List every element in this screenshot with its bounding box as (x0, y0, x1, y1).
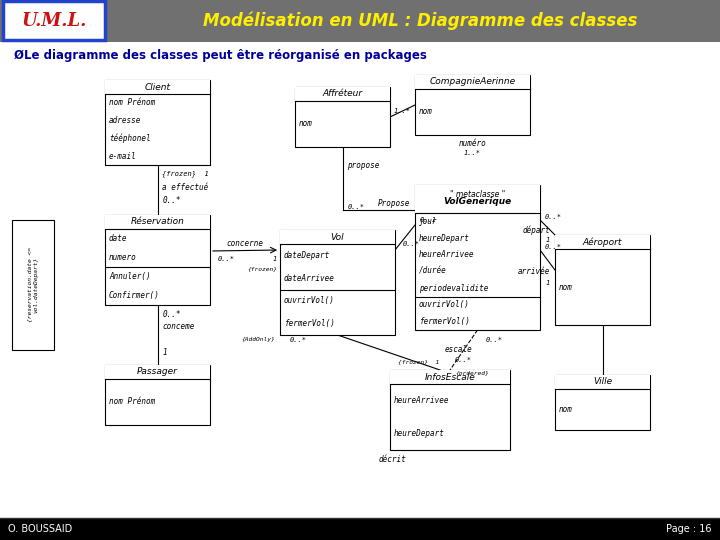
Text: adresse: adresse (109, 116, 141, 125)
Text: " metaclasse ": " metaclasse " (450, 190, 505, 199)
Text: 1..*: 1..* (394, 108, 411, 114)
Text: Annuler(): Annuler() (109, 272, 150, 281)
Text: heureArrivee: heureArrivee (394, 396, 449, 405)
Text: arrivée: arrivée (518, 267, 550, 276)
Text: CompagnieAerinne: CompagnieAerinne (429, 78, 516, 86)
Text: {frozen}  1: {frozen} 1 (398, 360, 439, 365)
Bar (555, 375, 650, 430)
Text: Affréteur: Affréteur (323, 90, 363, 98)
Bar (105, 215, 210, 305)
Text: {frozen}: {frozen} (247, 267, 277, 272)
Text: jour: jour (419, 217, 438, 226)
Text: Passager: Passager (137, 368, 178, 376)
Bar (295, 87, 390, 147)
Text: /durée: /durée (419, 267, 446, 276)
FancyBboxPatch shape (3, 1, 105, 40)
Text: Propose: Propose (377, 199, 410, 207)
Text: Réservation: Réservation (130, 218, 184, 226)
Text: e-mail: e-mail (109, 152, 137, 160)
Text: heureDepart: heureDepart (419, 234, 470, 242)
Text: ØLe diagramme des classes peut être réorganisé en packages: ØLe diagramme des classes peut être réor… (14, 49, 427, 62)
Text: ouvrirVol(): ouvrirVol() (419, 300, 470, 309)
Bar (105, 80, 210, 165)
Bar (0, 0, 720, 42)
Text: VolGenerique: VolGenerique (444, 197, 512, 206)
Bar (415, 75, 530, 135)
Text: U.M.L.: U.M.L. (22, 12, 86, 30)
Text: Vol: Vol (330, 233, 344, 241)
Bar (555, 375, 650, 389)
Text: nom: nom (299, 119, 313, 129)
Text: 0..*: 0..* (545, 214, 562, 220)
Text: escale: escale (445, 346, 472, 354)
Text: nom: nom (419, 107, 433, 117)
Bar (415, 75, 530, 89)
Bar (12, 220, 54, 350)
Text: Modélisation en UML : Diagramme des classes: Modélisation en UML : Diagramme des clas… (203, 12, 637, 30)
Text: Ville: Ville (593, 377, 612, 387)
Text: propose: propose (348, 160, 380, 170)
Text: dateDepart: dateDepart (284, 251, 330, 260)
Text: départ: départ (522, 225, 550, 235)
Text: {AddOnly}: {AddOnly} (241, 338, 275, 342)
Text: InfosEscale: InfosEscale (425, 373, 475, 381)
Text: 0..*: 0..* (163, 310, 181, 319)
Bar (280, 230, 395, 335)
Text: 0..*: 0..* (348, 204, 364, 210)
Text: 1: 1 (546, 280, 550, 286)
Text: Aéroport: Aéroport (582, 237, 622, 247)
Text: nom Prénom: nom Prénom (109, 98, 156, 107)
Text: fermerVol(): fermerVol() (284, 319, 335, 328)
Bar (390, 370, 510, 384)
Text: 1..*: 1..* (464, 150, 481, 156)
Text: numero: numero (109, 253, 137, 262)
Text: 0..*: 0..* (545, 244, 562, 250)
Text: {frozen}  1: {frozen} 1 (163, 170, 210, 177)
Text: heureArrivee: heureArrivee (419, 250, 474, 259)
Bar (555, 235, 650, 249)
Bar (415, 185, 540, 213)
Bar (390, 370, 510, 450)
Text: {ordered}: {ordered} (455, 370, 489, 375)
Text: numéro: numéro (459, 138, 487, 147)
Text: 1: 1 (163, 348, 167, 357)
Text: concerne: concerne (227, 239, 264, 247)
Text: 1: 1 (273, 256, 277, 262)
Text: date: date (109, 234, 127, 243)
Bar (280, 230, 395, 244)
Text: ouvrirVol(): ouvrirVol() (284, 296, 335, 306)
Text: conceme: conceme (163, 322, 195, 331)
Bar (105, 365, 210, 425)
Text: O. BOUSSAID: O. BOUSSAID (8, 524, 72, 534)
Text: 1: 1 (546, 237, 550, 243)
Bar (0, 518, 720, 540)
Bar (105, 80, 210, 94)
Bar (105, 215, 210, 229)
Text: heureDepart: heureDepart (394, 429, 445, 438)
Text: 0..*: 0..* (290, 337, 307, 343)
Text: nom: nom (559, 282, 573, 292)
Text: fermerVol(): fermerVol() (419, 317, 470, 326)
Bar (415, 185, 540, 330)
Text: Client: Client (145, 83, 171, 91)
Text: nom: nom (559, 405, 573, 414)
Text: periodevalidite: periodevalidite (419, 284, 488, 293)
Text: nom Prénom: nom Prénom (109, 397, 156, 407)
Text: 0..*: 0..* (485, 337, 503, 343)
Text: 0..*: 0..* (455, 357, 472, 363)
Text: {reservation.date <=
vol.dateDepart}: {reservation.date <= vol.dateDepart} (27, 247, 38, 322)
Text: 0..*: 0..* (163, 196, 181, 205)
Text: Page : 16: Page : 16 (667, 524, 712, 534)
Text: Confirmer(): Confirmer() (109, 291, 160, 300)
Text: décrit: décrit (379, 456, 406, 464)
Text: 0..1: 0..1 (420, 217, 437, 223)
Bar (555, 235, 650, 325)
Text: a effectué: a effectué (163, 183, 209, 192)
Bar (295, 87, 390, 101)
Text: 0..*: 0..* (218, 256, 235, 262)
Text: dateArrivee: dateArrivee (284, 274, 335, 282)
Text: 0..*: 0..* (403, 241, 420, 247)
Bar (105, 365, 210, 379)
Text: tééphonel: tééphonel (109, 133, 150, 143)
